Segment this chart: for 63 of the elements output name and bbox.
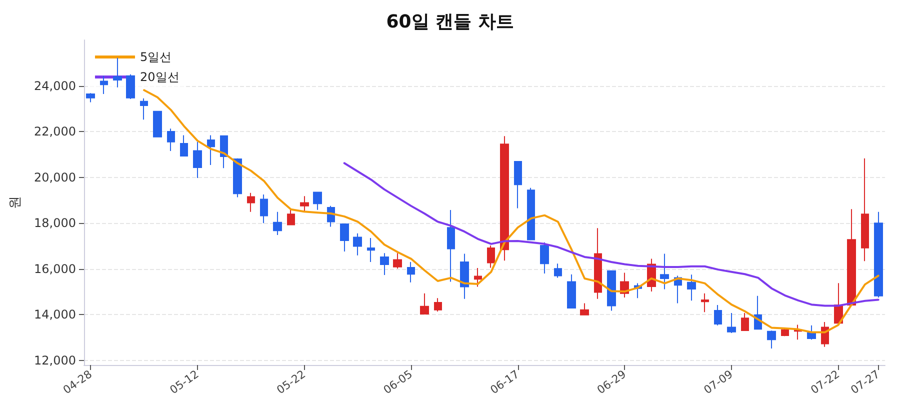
y-tick-label: 12,000 <box>34 353 76 368</box>
candlestick <box>113 57 122 88</box>
candlestick <box>701 292 709 313</box>
candlestick <box>300 196 309 212</box>
candlestick <box>140 98 148 120</box>
candlestick <box>487 245 495 268</box>
candlestick <box>180 134 188 157</box>
candlestick <box>781 327 789 337</box>
candlestick <box>367 237 375 263</box>
y-tick-label: 24,000 <box>34 78 76 93</box>
candlestick <box>807 324 816 340</box>
candlestick <box>273 211 282 236</box>
candlestick <box>393 252 402 270</box>
candlestick <box>100 75 108 95</box>
candlestick <box>540 242 549 274</box>
candlestick <box>861 158 869 262</box>
candlestick <box>260 194 268 224</box>
candlestick <box>514 161 522 209</box>
candlestick <box>233 158 242 198</box>
legend-label: 20일선 <box>140 70 180 84</box>
candlestick <box>687 274 696 302</box>
candlestick <box>767 330 776 350</box>
y-axis-title: 원 <box>8 196 23 209</box>
candlestick <box>594 228 602 300</box>
candlestick <box>380 252 389 276</box>
candlestick <box>567 274 576 309</box>
candlestick <box>340 224 349 252</box>
candlestick <box>554 263 562 278</box>
y-tick-label: 14,000 <box>34 308 76 322</box>
candlestick <box>207 134 215 166</box>
candlestick <box>741 312 749 331</box>
candlestick <box>434 298 442 312</box>
candlestick <box>313 192 322 210</box>
candlestick <box>153 110 162 138</box>
candlestick <box>447 210 455 282</box>
candlestick <box>126 74 135 100</box>
candlestick <box>847 208 856 306</box>
y-tick-label: 18,000 <box>34 216 76 230</box>
candlestick <box>407 262 415 283</box>
candlestick <box>193 141 202 179</box>
candlestick <box>353 232 362 256</box>
candlestick <box>607 270 616 312</box>
y-tick-label: 16,000 <box>34 262 76 276</box>
candlestick <box>500 136 509 262</box>
y-tick-label: 20,000 <box>34 170 76 184</box>
candlestick <box>474 267 482 288</box>
candlestick <box>527 187 535 240</box>
chart-title: 60일 캔들 차트 <box>386 12 514 32</box>
candlestick <box>580 302 589 316</box>
candlestick <box>727 312 736 334</box>
candlestick <box>167 128 175 152</box>
line-series <box>343 162 880 307</box>
candlestick <box>86 92 95 103</box>
candlestick <box>420 292 429 314</box>
candlestick <box>714 304 722 326</box>
legend-label: 5일선 <box>140 50 172 64</box>
candlestick <box>660 253 669 290</box>
y-tick-label: 22,000 <box>34 124 76 139</box>
line-series <box>143 89 880 334</box>
candlestick <box>460 253 469 300</box>
candlestick <box>287 208 295 226</box>
candlestick <box>874 211 883 298</box>
candlestick <box>247 192 255 212</box>
